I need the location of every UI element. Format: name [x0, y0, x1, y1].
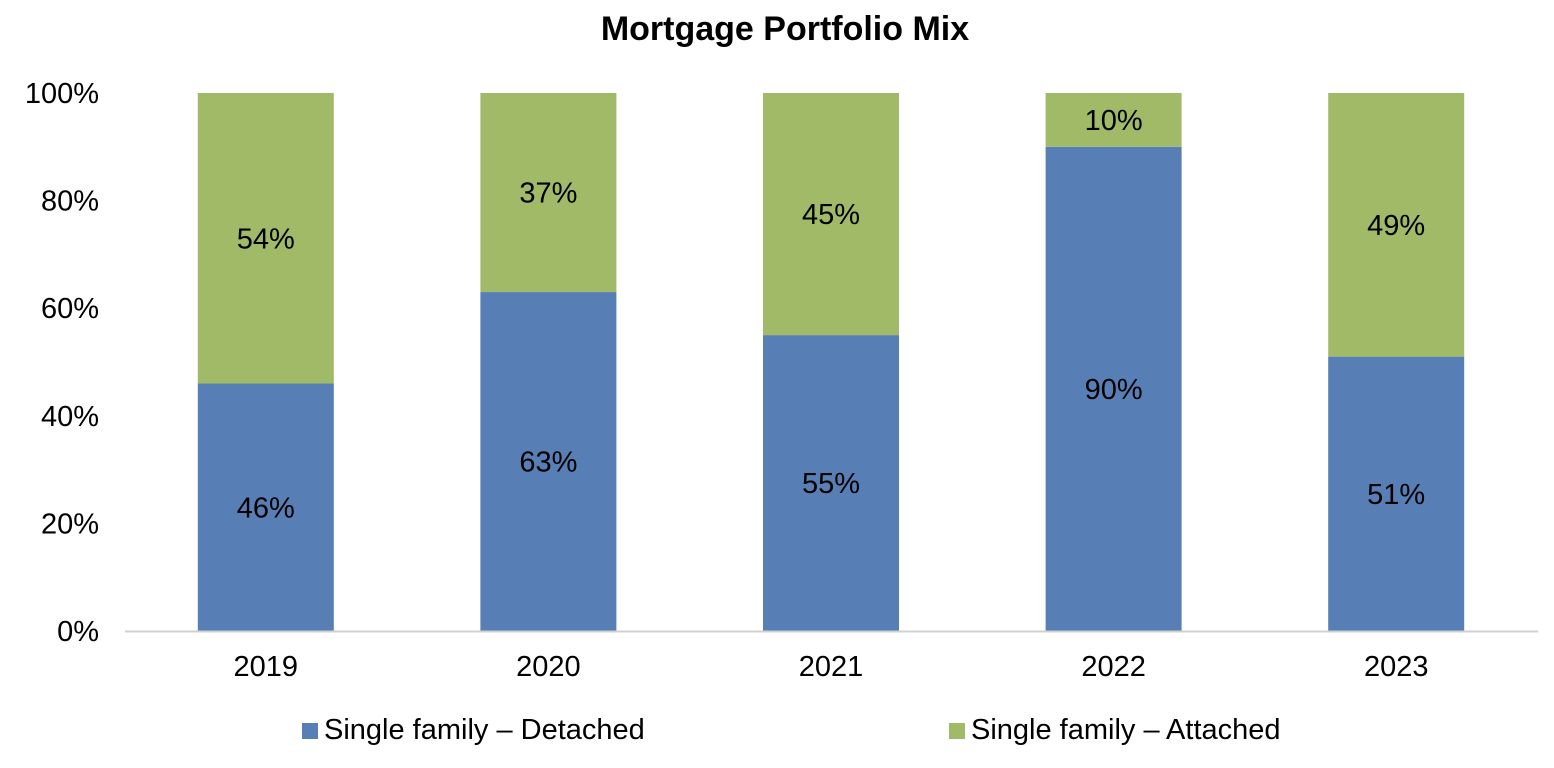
- y-tick-label: 0%: [57, 616, 99, 648]
- legend-label-detached: Single family – Detached: [324, 714, 645, 746]
- x-tick-label: 2019: [234, 651, 299, 683]
- bar-detached-2022: [1045, 146, 1182, 632]
- data-label: 51%: [1367, 479, 1425, 511]
- bar-detached-2020: [480, 292, 617, 631]
- x-tick-label: 2023: [1364, 651, 1429, 683]
- legend-item-detached: Single family – Detached: [302, 714, 645, 747]
- x-tick-label: 2022: [1081, 651, 1146, 683]
- bar-attached-2020: [480, 93, 617, 293]
- data-label: 37%: [519, 178, 577, 210]
- y-tick-label: 20%: [41, 508, 99, 540]
- data-label: 46%: [237, 492, 295, 524]
- data-label: 10%: [1085, 105, 1143, 137]
- legend-item-attached: Single family – Attached: [949, 714, 1281, 747]
- legend-swatch-attached: [949, 722, 965, 739]
- bar-attached-2022: [1045, 93, 1182, 147]
- legend-label-attached: Single family – Attached: [971, 714, 1281, 746]
- data-label: 90%: [1085, 374, 1143, 406]
- bar-attached-2019: [197, 93, 334, 384]
- bar-detached-2021: [763, 335, 899, 631]
- y-tick-label: 100%: [25, 78, 99, 110]
- legend-swatch-detached: [302, 722, 318, 739]
- x-tick-label: 2020: [516, 651, 581, 683]
- data-label: 54%: [237, 223, 295, 255]
- y-tick-label: 80%: [41, 186, 99, 218]
- legend: Single family – Detached Single family –…: [0, 714, 1554, 754]
- chart-title: Mortgage Portfolio Mix: [600, 10, 970, 48]
- bar-detached-2019: [197, 383, 334, 631]
- data-label: 55%: [802, 468, 860, 500]
- data-label: 45%: [802, 199, 860, 231]
- data-label: 49%: [1367, 210, 1425, 242]
- y-tick-label: 40%: [41, 401, 99, 433]
- data-label: 63%: [519, 447, 577, 479]
- bar-detached-2023: [1328, 356, 1465, 631]
- x-tick-label: 2021: [799, 651, 864, 683]
- bar-attached-2023: [1328, 93, 1465, 357]
- bar-attached-2021: [763, 93, 899, 336]
- y-tick-label: 60%: [41, 293, 99, 325]
